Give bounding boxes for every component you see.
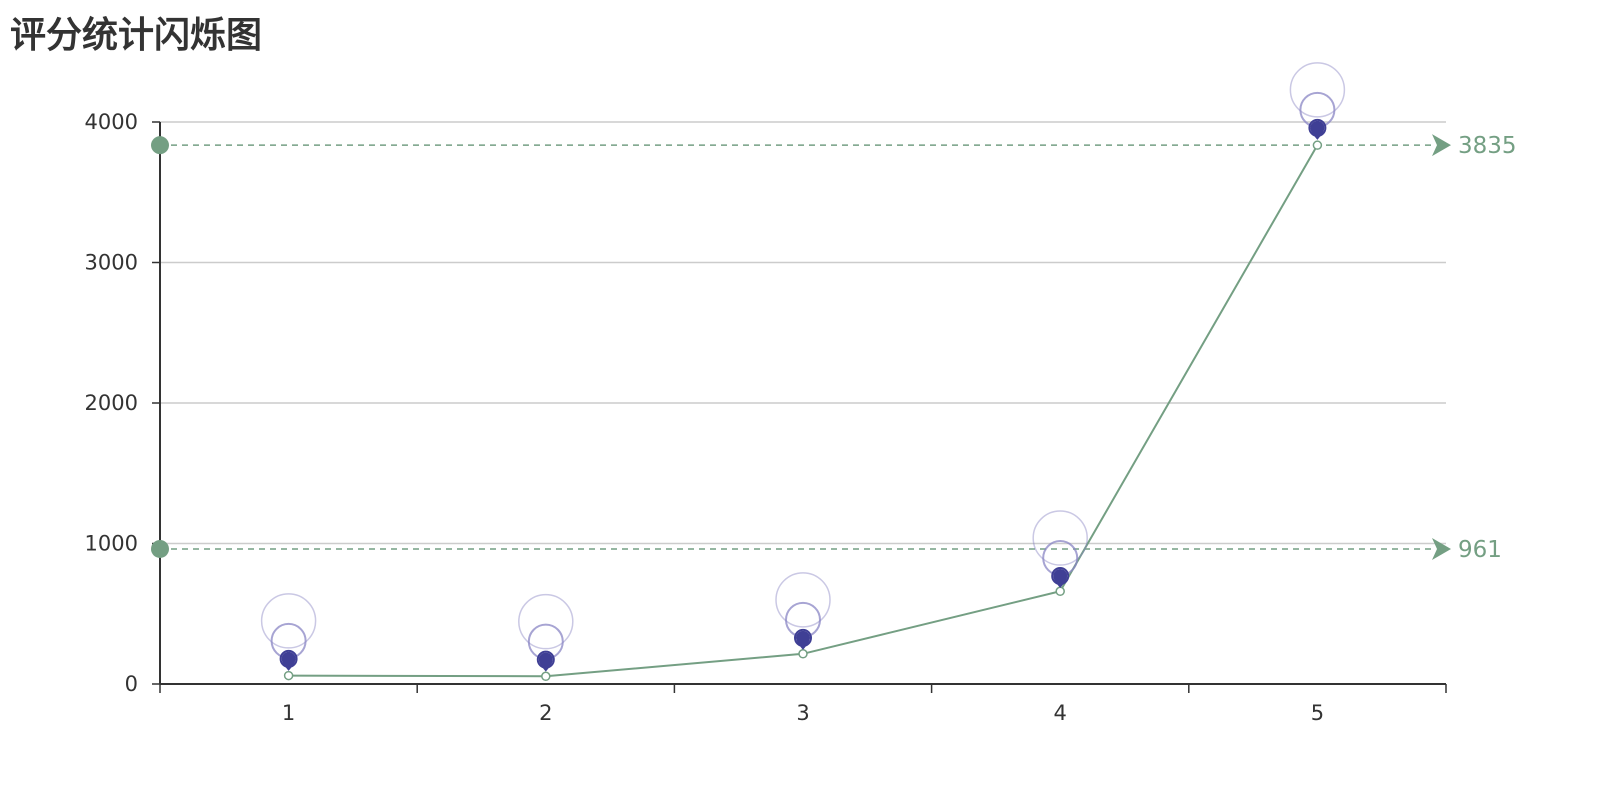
series-point (798, 649, 808, 659)
mark-lines: 3835 961 (151, 133, 1517, 563)
series-point (1055, 586, 1065, 597)
effect-marker (1032, 510, 1088, 589)
axes: 0 1000 2000 3000 4000 1 2 3 4 5 (85, 110, 1447, 725)
x-tick-label: 5 (1311, 701, 1324, 725)
x-tick-label: 3 (796, 701, 809, 725)
y-tick-label: 1000 (85, 532, 138, 556)
effect-scatter-series (260, 62, 1346, 672)
effect-marker (775, 572, 831, 650)
effect-marker (518, 593, 574, 672)
series-point (283, 670, 294, 681)
mark-line-arrow (1432, 134, 1451, 157)
chart-title: 评分统计闪烁图 (10, 15, 263, 56)
pin-marker (1310, 120, 1325, 140)
mark-line-label: 3835 (1458, 133, 1517, 159)
mark-line-start-dot (151, 136, 169, 155)
y-tick-label: 3000 (85, 251, 138, 275)
series-line (288, 144, 1319, 678)
grid-lines (160, 121, 1446, 545)
line-series (283, 140, 1323, 682)
pin-marker (1053, 569, 1068, 589)
mark-line-start-dot (151, 539, 169, 558)
ripple-ring-outer (1289, 62, 1346, 118)
effect-marker (260, 593, 317, 671)
x-tick-label: 4 (1054, 701, 1067, 725)
ripple-ring-outer (260, 593, 317, 649)
y-tick-label: 2000 (85, 391, 138, 415)
pin-marker (538, 652, 553, 672)
y-tick-label: 4000 (85, 110, 138, 134)
series-point (1312, 140, 1323, 150)
pin-marker (281, 651, 296, 671)
ripple-ring-outer (775, 572, 831, 628)
effect-marker (1289, 62, 1346, 140)
series-point (541, 671, 551, 682)
y-tick-label: 0 (125, 672, 138, 696)
mark-line-arrow (1432, 537, 1451, 560)
ripple-ring-outer (518, 593, 574, 650)
ripple-ring-outer (1032, 510, 1088, 566)
x-tick-label: 1 (282, 701, 295, 725)
pin-marker (796, 630, 810, 650)
mark-line-label: 961 (1458, 537, 1502, 563)
x-tick-label: 2 (539, 701, 552, 725)
